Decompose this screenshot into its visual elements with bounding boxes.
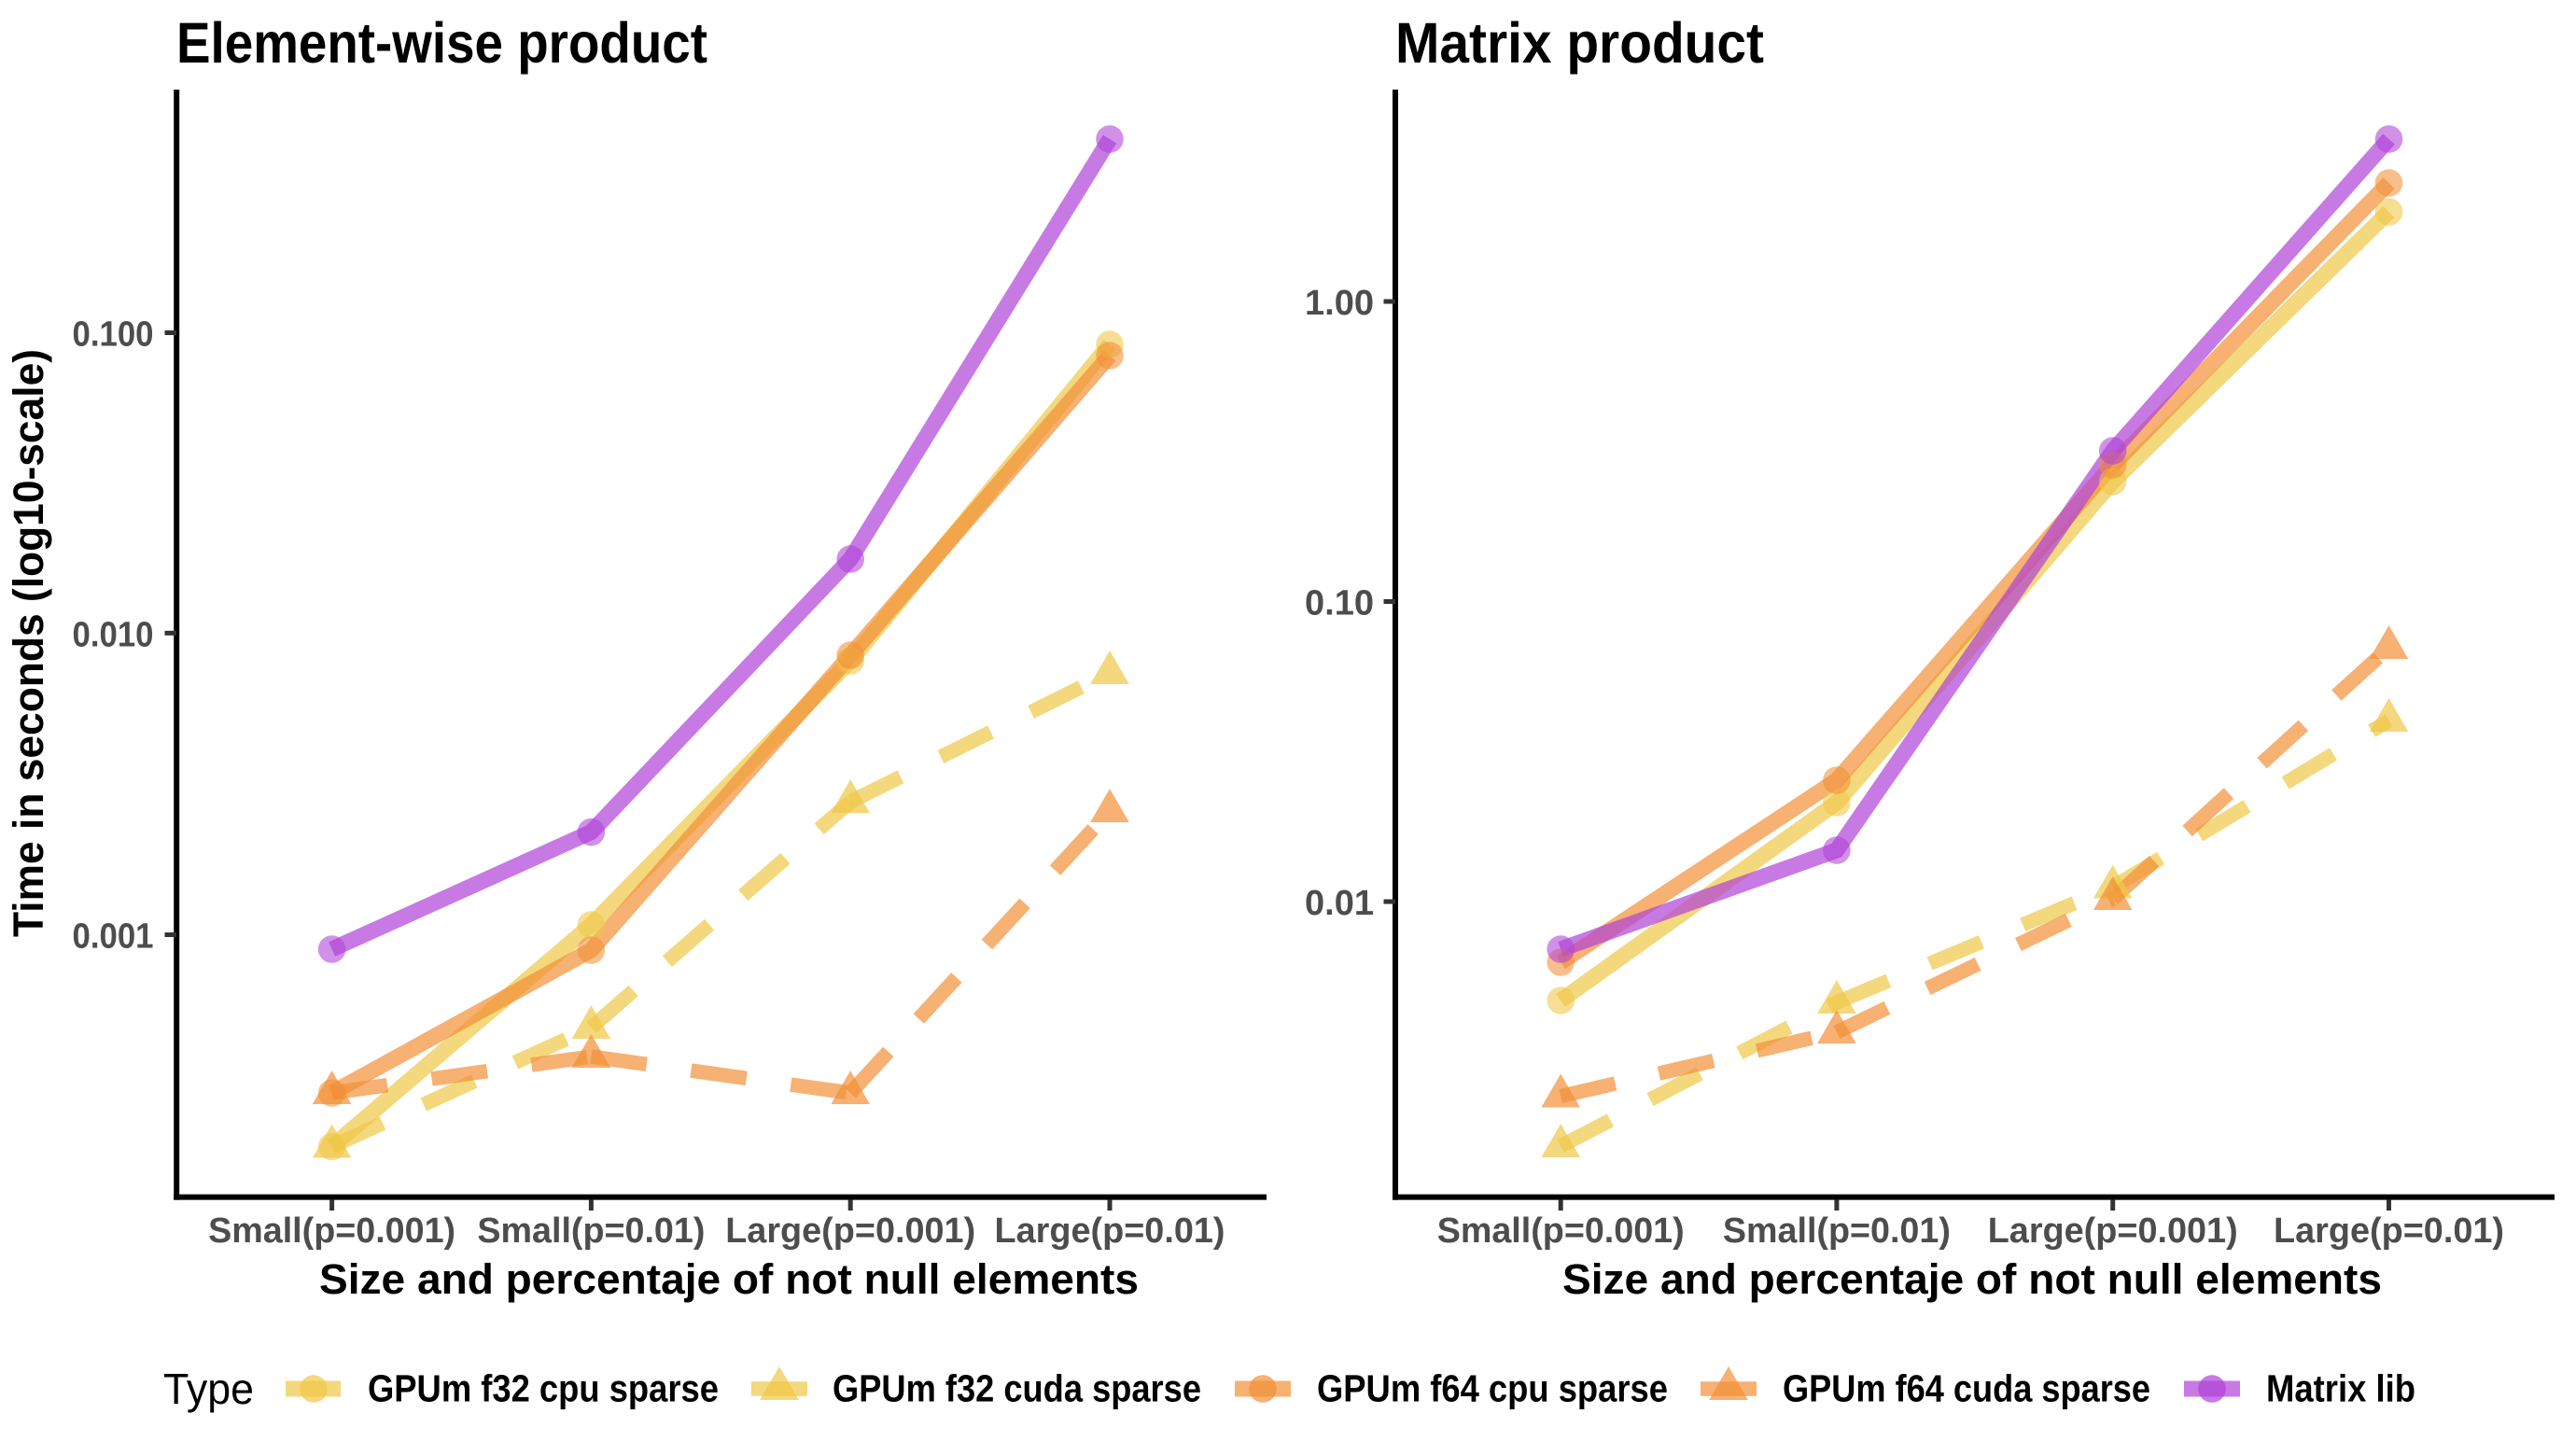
- svg-text:Large(p=0.001): Large(p=0.001): [1988, 1211, 2238, 1251]
- svg-text:GPUm f64 cuda sparse: GPUm f64 cuda sparse: [1783, 1367, 2150, 1410]
- svg-text:0.10: 0.10: [1305, 584, 1374, 623]
- svg-text:GPUm f64 cpu sparse: GPUm f64 cpu sparse: [1317, 1367, 1668, 1410]
- svg-text:0.01: 0.01: [1305, 884, 1374, 923]
- svg-text:Time in seconds (log10-scale): Time in seconds (log10-scale): [5, 349, 52, 937]
- svg-text:GPUm f32 cuda sparse: GPUm f32 cuda sparse: [833, 1367, 1201, 1410]
- svg-text:Small(p=0.001): Small(p=0.001): [208, 1211, 455, 1251]
- svg-text:Matrix lib: Matrix lib: [2266, 1367, 2415, 1410]
- svg-text:Size and percentaje of not nul: Size and percentaje of not null elements: [319, 1255, 1139, 1303]
- svg-text:Type: Type: [163, 1365, 254, 1413]
- svg-text:Large(p=0.01): Large(p=0.01): [995, 1211, 1225, 1251]
- svg-text:Small(p=0.001): Small(p=0.001): [1437, 1211, 1685, 1251]
- svg-text:0.010: 0.010: [73, 615, 154, 654]
- svg-text:Element-wise product: Element-wise product: [176, 11, 707, 75]
- svg-text:Small(p=0.01): Small(p=0.01): [477, 1211, 705, 1251]
- svg-text:Matrix product: Matrix product: [1395, 11, 1764, 75]
- svg-text:0.001: 0.001: [73, 917, 154, 957]
- svg-text:GPUm f32 cpu sparse: GPUm f32 cpu sparse: [368, 1367, 719, 1410]
- svg-text:Large(p=0.01): Large(p=0.01): [2274, 1211, 2504, 1251]
- svg-text:1.00: 1.00: [1305, 284, 1374, 323]
- svg-text:Small(p=0.01): Small(p=0.01): [1723, 1211, 1951, 1251]
- svg-text:Size and percentaje of not nul: Size and percentaje of not null elements: [1562, 1255, 2382, 1303]
- svg-text:0.100: 0.100: [73, 315, 154, 355]
- svg-text:Large(p=0.001): Large(p=0.001): [725, 1211, 975, 1251]
